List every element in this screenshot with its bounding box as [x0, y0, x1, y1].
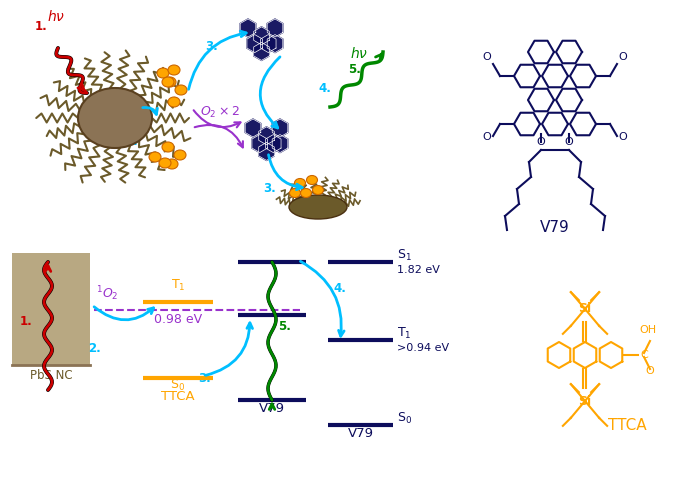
Text: 0.98 eV: 0.98 eV	[154, 313, 202, 326]
Text: O: O	[619, 132, 627, 142]
Text: PbS NC: PbS NC	[29, 369, 73, 382]
Text: T$_1$: T$_1$	[171, 278, 185, 293]
Text: O: O	[564, 137, 573, 147]
Ellipse shape	[289, 195, 347, 219]
Text: T$_1$: T$_1$	[397, 326, 412, 341]
Ellipse shape	[149, 152, 161, 162]
Ellipse shape	[157, 68, 169, 78]
Text: Si: Si	[578, 395, 592, 407]
Text: $h\nu$: $h\nu$	[350, 46, 369, 61]
Ellipse shape	[164, 77, 176, 87]
Polygon shape	[252, 135, 268, 153]
Ellipse shape	[168, 97, 180, 107]
Text: 3.: 3.	[205, 40, 218, 53]
Text: S$_1$: S$_1$	[397, 248, 412, 263]
Text: >0.94 eV: >0.94 eV	[397, 343, 449, 353]
Text: V79: V79	[540, 220, 570, 235]
Text: S$_0$: S$_0$	[171, 378, 186, 393]
Ellipse shape	[162, 77, 174, 87]
Ellipse shape	[78, 88, 152, 148]
Polygon shape	[267, 35, 283, 52]
Ellipse shape	[295, 178, 306, 188]
Ellipse shape	[168, 65, 180, 75]
Text: O: O	[483, 52, 491, 62]
Text: $^1O_2$: $^1O_2$	[96, 284, 119, 303]
Text: 1.82 eV: 1.82 eV	[397, 265, 440, 275]
Text: 3.: 3.	[198, 372, 211, 385]
Text: 4.: 4.	[333, 282, 346, 295]
Ellipse shape	[175, 85, 187, 95]
Text: V79: V79	[347, 427, 373, 440]
Polygon shape	[240, 19, 256, 37]
Text: 1.: 1.	[35, 20, 48, 33]
Ellipse shape	[301, 189, 312, 197]
Text: C: C	[640, 350, 648, 360]
Bar	[12, 253, 90, 365]
Ellipse shape	[162, 142, 174, 152]
Text: 2.: 2.	[88, 342, 101, 355]
Text: 1.: 1.	[20, 315, 33, 328]
Text: OH: OH	[639, 325, 656, 335]
Text: O: O	[646, 366, 654, 376]
Polygon shape	[247, 35, 262, 52]
Polygon shape	[259, 142, 274, 160]
Ellipse shape	[166, 159, 178, 169]
Text: V79: V79	[259, 402, 285, 415]
Text: 5.: 5.	[278, 320, 291, 333]
Text: 5.: 5.	[348, 63, 361, 76]
Polygon shape	[259, 127, 274, 145]
Polygon shape	[267, 19, 283, 37]
Ellipse shape	[174, 150, 186, 160]
Ellipse shape	[312, 186, 323, 194]
Text: O: O	[619, 52, 627, 62]
Ellipse shape	[159, 158, 171, 168]
Text: O: O	[536, 137, 545, 147]
Text: $h\nu$: $h\nu$	[47, 9, 65, 24]
Polygon shape	[245, 119, 261, 137]
Polygon shape	[260, 35, 276, 52]
Text: 4.: 4.	[318, 82, 331, 95]
Polygon shape	[266, 135, 281, 153]
Text: Si: Si	[578, 302, 592, 315]
Polygon shape	[253, 42, 269, 60]
Text: $O_2 \times 2$: $O_2 \times 2$	[200, 105, 240, 120]
Text: TTCA: TTCA	[608, 418, 647, 433]
Polygon shape	[272, 119, 288, 137]
Ellipse shape	[306, 175, 318, 185]
Polygon shape	[272, 135, 288, 153]
Ellipse shape	[290, 189, 301, 197]
Text: 2.: 2.	[125, 135, 138, 148]
Text: TTCA: TTCA	[161, 390, 195, 403]
Text: O: O	[483, 132, 491, 142]
Text: 3.: 3.	[263, 182, 276, 195]
Polygon shape	[253, 27, 269, 45]
Text: S$_0$: S$_0$	[397, 411, 412, 426]
